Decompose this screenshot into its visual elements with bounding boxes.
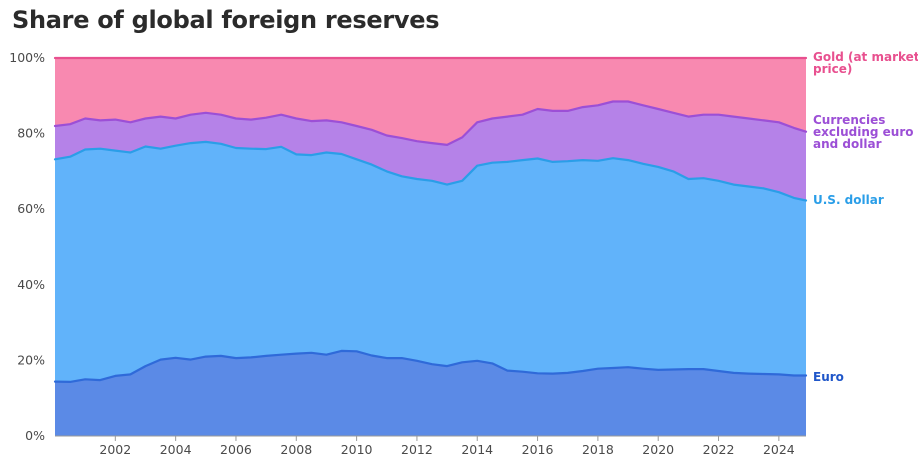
x-tick-label: 2010 — [341, 442, 373, 457]
y-tick-label: 0% — [25, 428, 45, 443]
area-euro — [55, 350, 806, 436]
line-u-s-dollar — [53, 140, 808, 202]
label-other-line-1: Currencies — [813, 113, 885, 127]
x-tick-label: 2004 — [160, 442, 192, 457]
chart-title: Share of global foreign reserves — [12, 6, 440, 34]
line-currencies-excluding-euro-and-dollar — [53, 100, 808, 146]
label-other-line-2: excluding euro — [813, 125, 914, 139]
series-lines — [53, 56, 808, 383]
label-gold-line-2: price) — [813, 62, 852, 76]
area-fills — [55, 58, 806, 436]
label-us-dollar: U.S. dollar — [813, 193, 884, 207]
x-tick-label: 2006 — [220, 442, 252, 457]
x-axis-ticks: 2002 2004 2006 2008 2010 2012 2014 2016 2018 2020… — [99, 436, 795, 457]
x-tick-label: 2008 — [280, 442, 312, 457]
x-tick-label: 2024 — [763, 442, 795, 457]
y-tick-label: 80% — [17, 126, 45, 141]
y-tick-label: 20% — [17, 352, 45, 367]
x-tick-label: 2016 — [522, 442, 554, 457]
area-gold-at-market-price — [55, 58, 806, 145]
x-tick-label: 2014 — [461, 442, 493, 457]
label-gold-line-1: Gold (at market — [813, 50, 918, 64]
label-gold: Gold (at market price) — [813, 50, 918, 76]
x-tick-label: 2018 — [582, 442, 614, 457]
y-tick-label: 40% — [17, 277, 45, 292]
label-euro: Euro — [813, 370, 844, 384]
x-tick-label: 2020 — [642, 442, 674, 457]
y-tick-label: 60% — [17, 201, 45, 216]
area-currencies-excluding-euro-and-dollar — [55, 101, 806, 201]
area-u-s-dollar — [55, 141, 806, 382]
label-other-currencies: Currencies excluding euro and dollar — [813, 113, 918, 151]
x-tick-label: 2002 — [99, 442, 131, 457]
line-euro — [53, 349, 808, 383]
label-other-line-3: and dollar — [813, 137, 882, 151]
series-labels: Gold (at market price) Currencies exclud… — [813, 50, 918, 384]
x-tick-label: 2022 — [703, 442, 735, 457]
y-axis-ticks: 0% 20% 40% 60% 80% 100% — [9, 50, 45, 443]
x-tick-label: 2012 — [401, 442, 433, 457]
y-tick-label: 100% — [9, 50, 45, 65]
